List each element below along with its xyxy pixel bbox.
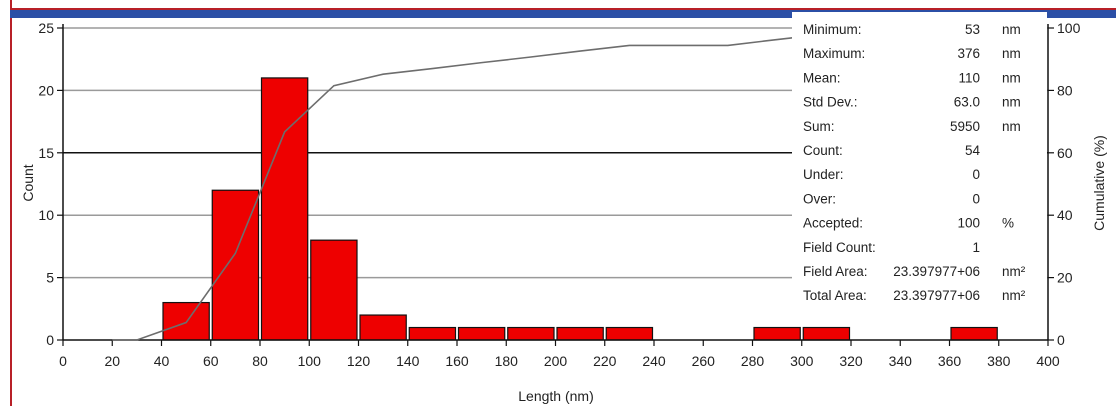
- x-tick-label: 220: [593, 353, 617, 369]
- y2-tick-label: 20: [1057, 270, 1073, 286]
- stat-value: 376: [957, 46, 980, 61]
- stat-value: 100: [957, 216, 980, 231]
- x-tick-label: 380: [987, 353, 1011, 369]
- x-tick-label: 120: [347, 353, 371, 369]
- x-tick-label: 320: [839, 353, 863, 369]
- stat-label: Count:: [803, 143, 843, 158]
- x-tick-label: 340: [889, 353, 913, 369]
- stat-value: 1: [972, 240, 980, 255]
- stat-value: 110: [958, 70, 980, 85]
- y-axis-title: Count: [20, 164, 36, 201]
- stat-unit: nm: [1002, 22, 1021, 37]
- histogram-bar: [507, 326, 555, 341]
- stat-unit: nm: [1002, 46, 1021, 61]
- y2-axis-title: Cumulative (%): [1091, 135, 1107, 231]
- x-tick-label: 100: [298, 353, 322, 369]
- stat-value: 54: [965, 143, 981, 158]
- histogram-bar: [408, 326, 457, 341]
- x-tick-label: 280: [741, 353, 765, 369]
- stat-label: Over:: [803, 191, 836, 206]
- y2-tick-label: 40: [1057, 207, 1073, 223]
- stat-label: Mean:: [803, 70, 841, 85]
- stat-label: Std Dev.:: [803, 95, 858, 110]
- stat-label: Minimum:: [803, 22, 862, 37]
- stat-unit: nm: [1002, 95, 1021, 110]
- histogram-bar: [556, 326, 604, 341]
- stat-value: 63.0: [954, 95, 980, 110]
- x-tick-label: 200: [544, 353, 568, 369]
- histogram-bar: [950, 326, 998, 341]
- histogram-bar: [260, 77, 309, 341]
- stat-label: Field Area:: [803, 264, 868, 279]
- x-tick-label: 80: [252, 353, 268, 369]
- histogram-bar: [753, 326, 801, 341]
- frame-border-top: [10, 8, 1116, 10]
- stat-label: Under:: [803, 167, 844, 182]
- x-tick-label: 360: [938, 353, 962, 369]
- x-tick-label: 60: [203, 353, 219, 369]
- stat-unit: %: [1002, 216, 1014, 231]
- histogram-bar: [605, 326, 654, 341]
- stat-unit: nm: [1002, 70, 1021, 85]
- x-axis-title: Length (nm): [518, 388, 593, 404]
- y-tick-label: 10: [38, 207, 54, 223]
- y2-tick-label: 80: [1057, 82, 1073, 98]
- stats-panel-background: [792, 12, 1047, 312]
- histogram-bar: [310, 239, 358, 341]
- y-axis-ticks: 0 5 10 15 20 25: [38, 20, 63, 348]
- y2-axis-ticks: 0 20 40 60 80 100: [1048, 20, 1081, 348]
- stat-value: 5950: [950, 119, 980, 134]
- stat-value: 23.397977+06: [893, 288, 980, 303]
- stat-value: 0: [972, 167, 980, 182]
- frame-border-left: [10, 0, 12, 406]
- histogram-bar: [802, 326, 851, 341]
- stat-unit: nm²: [1002, 264, 1026, 279]
- histogram-bar: [359, 314, 407, 341]
- x-tick-label: 20: [104, 353, 120, 369]
- x-axis-ticks: 0 20 40 60 80 100 120 140 160 180 200 220 240 260 280 3…: [59, 340, 1060, 369]
- x-tick-label: 40: [154, 353, 170, 369]
- histogram-bar: [457, 326, 506, 341]
- y2-tick-label: 60: [1057, 145, 1073, 161]
- y-tick-label: 15: [38, 145, 54, 161]
- stat-value: 23.397977+06: [893, 264, 980, 279]
- stat-label: Field Count:: [803, 240, 876, 255]
- title-bar-strip: [10, 10, 1116, 18]
- x-tick-label: 140: [396, 353, 420, 369]
- y2-tick-label: 0: [1057, 332, 1065, 348]
- stat-label: Accepted:: [803, 216, 863, 231]
- x-tick-label: 240: [642, 353, 666, 369]
- stat-value: 53: [965, 22, 980, 37]
- stat-label: Total Area:: [803, 288, 867, 303]
- stat-unit: nm²: [1002, 288, 1026, 303]
- y-tick-label: 20: [38, 82, 54, 98]
- x-tick-label: 0: [59, 353, 67, 369]
- statistics-panel: Minimum: 53 nm Maximum: 376 nm Mean: 110 nm Std D…: [792, 12, 1047, 312]
- x-tick-label: 160: [445, 353, 469, 369]
- y-tick-label: 25: [38, 20, 54, 36]
- stat-label: Maximum:: [803, 46, 865, 61]
- stat-label: Sum:: [803, 119, 835, 134]
- x-tick-label: 400: [1036, 353, 1060, 369]
- stat-value: 0: [972, 191, 980, 206]
- x-tick-label: 300: [790, 353, 814, 369]
- stat-unit: nm: [1002, 119, 1021, 134]
- y-tick-label: 0: [46, 332, 54, 348]
- x-tick-label: 180: [495, 353, 519, 369]
- x-tick-label: 260: [692, 353, 716, 369]
- y-tick-label: 5: [46, 270, 54, 286]
- y2-tick-label: 100: [1057, 20, 1081, 36]
